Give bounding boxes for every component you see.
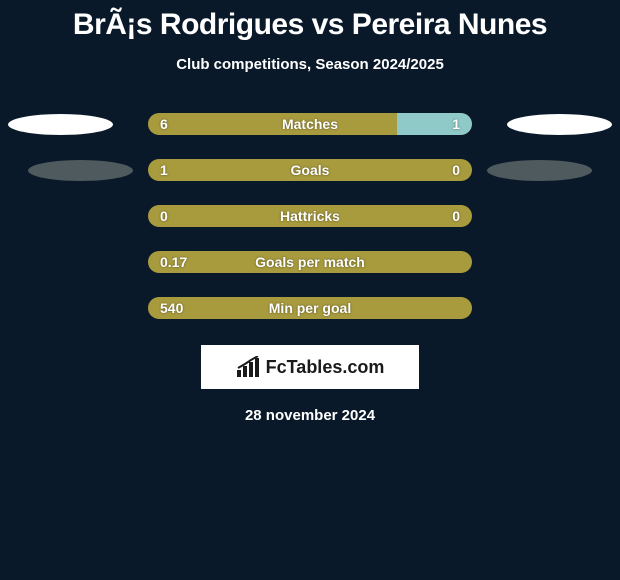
stat-bar: 1 Goals 0 <box>148 159 472 181</box>
player-blob-right <box>507 114 612 135</box>
page-title: BrÃ¡s Rodrigues vs Pereira Nunes <box>0 0 620 42</box>
brand-logo: FcTables.com <box>236 356 385 378</box>
player-blob-left <box>28 160 133 181</box>
stat-row: 0.17 Goals per match <box>10 253 610 271</box>
player-blob-right <box>487 160 592 181</box>
stat-bar: 540 Min per goal <box>148 297 472 319</box>
subtitle: Club competitions, Season 2024/2025 <box>0 56 620 73</box>
chart-icon <box>236 356 262 378</box>
stat-row: 540 Min per goal <box>10 299 610 317</box>
stat-label: Goals <box>148 159 472 181</box>
brand-text: FcTables.com <box>266 357 385 378</box>
stat-bar: 0.17 Goals per match <box>148 251 472 273</box>
stat-label: Goals per match <box>148 251 472 273</box>
stat-bar: 0 Hattricks 0 <box>148 205 472 227</box>
stat-row: 0 Hattricks 0 <box>10 207 610 225</box>
stat-row: 1 Goals 0 <box>10 161 610 179</box>
stat-label: Matches <box>148 113 472 135</box>
stats-area: 6 Matches 1 1 Goals 0 <box>0 115 620 317</box>
player-blob-left <box>8 114 113 135</box>
brand-box[interactable]: FcTables.com <box>201 345 419 389</box>
stat-row: 6 Matches 1 <box>10 115 610 133</box>
stat-right-value: 0 <box>452 205 460 227</box>
stat-right-value: 0 <box>452 159 460 181</box>
comparison-widget: BrÃ¡s Rodrigues vs Pereira Nunes Club co… <box>0 0 620 580</box>
stat-label: Min per goal <box>148 297 472 319</box>
stat-label: Hattricks <box>148 205 472 227</box>
stat-right-value: 1 <box>452 113 460 135</box>
date-line: 28 november 2024 <box>0 407 620 424</box>
stat-bar: 6 Matches 1 <box>148 113 472 135</box>
